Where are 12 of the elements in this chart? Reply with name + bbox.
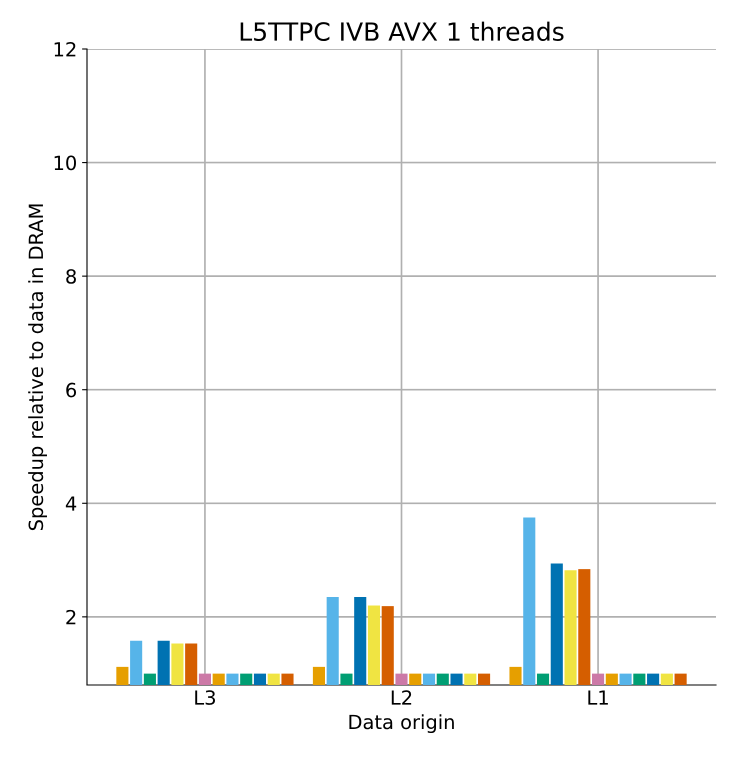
y-tick-label: 10 bbox=[54, 156, 76, 170]
y-tick-label: 12 bbox=[54, 42, 76, 56]
y-tick-label: 4 bbox=[66, 496, 76, 511]
y-tick-label: 8 bbox=[66, 269, 76, 284]
x-tick-label: L3 bbox=[195, 690, 215, 705]
chart-title: L5TTPC IVB AVX 1 threads bbox=[240, 22, 564, 42]
x-tick-label: L2 bbox=[392, 690, 412, 705]
x-tick-label: L1 bbox=[588, 690, 608, 705]
y-tick-label: 2 bbox=[66, 610, 76, 624]
y-axis-title: Speedup relative to data in DRAM bbox=[28, 204, 47, 530]
x-axis-title: Data origin bbox=[349, 714, 454, 734]
y-tick-label: 6 bbox=[66, 382, 76, 398]
